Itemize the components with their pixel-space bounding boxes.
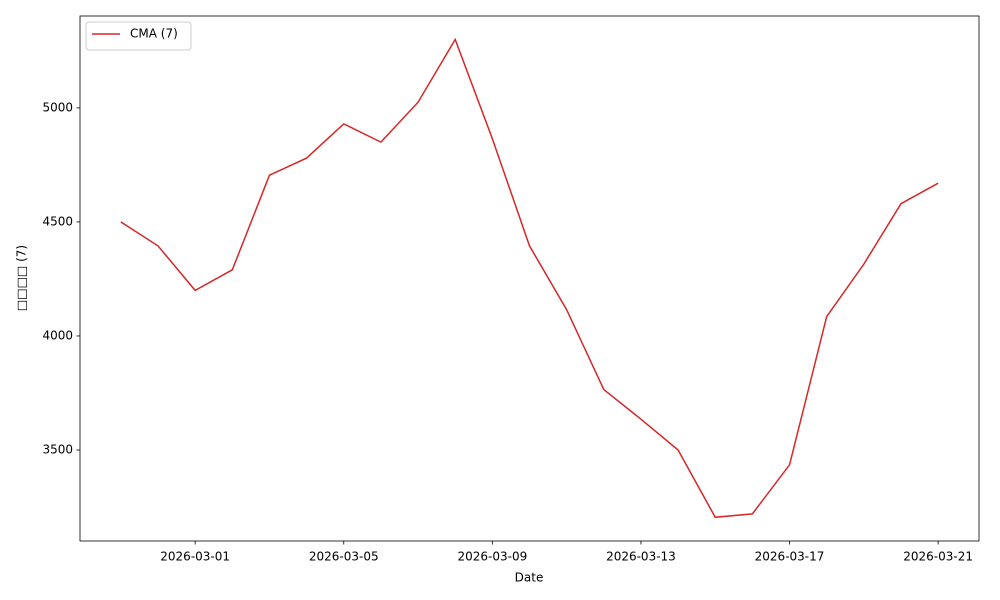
legend: CMA (7) (85, 21, 192, 51)
x-tick-label: 2026-03-21 (903, 550, 973, 564)
legend-box (85, 21, 192, 51)
line (120, 37, 939, 519)
x-axis-label: Date (515, 571, 544, 585)
plot-frame (79, 15, 980, 542)
x-tick-label: 2026-03-13 (606, 550, 676, 564)
y-axis-label: □□□□ (7) (15, 245, 29, 311)
x-tick-label: 2026-03-17 (755, 550, 825, 564)
y-tick-label: 4000 (42, 328, 73, 342)
y-tick-label: 4500 (42, 214, 73, 228)
y-tick-label: 5000 (42, 100, 73, 114)
x-tick-label: 2026-03-01 (160, 550, 230, 564)
legend-label: CMA (7) (130, 27, 178, 41)
x-tick-label: 2026-03-05 (309, 550, 379, 564)
y-tick-label: 3500 (42, 443, 73, 457)
x-tick-label: 2026-03-09 (457, 550, 527, 564)
